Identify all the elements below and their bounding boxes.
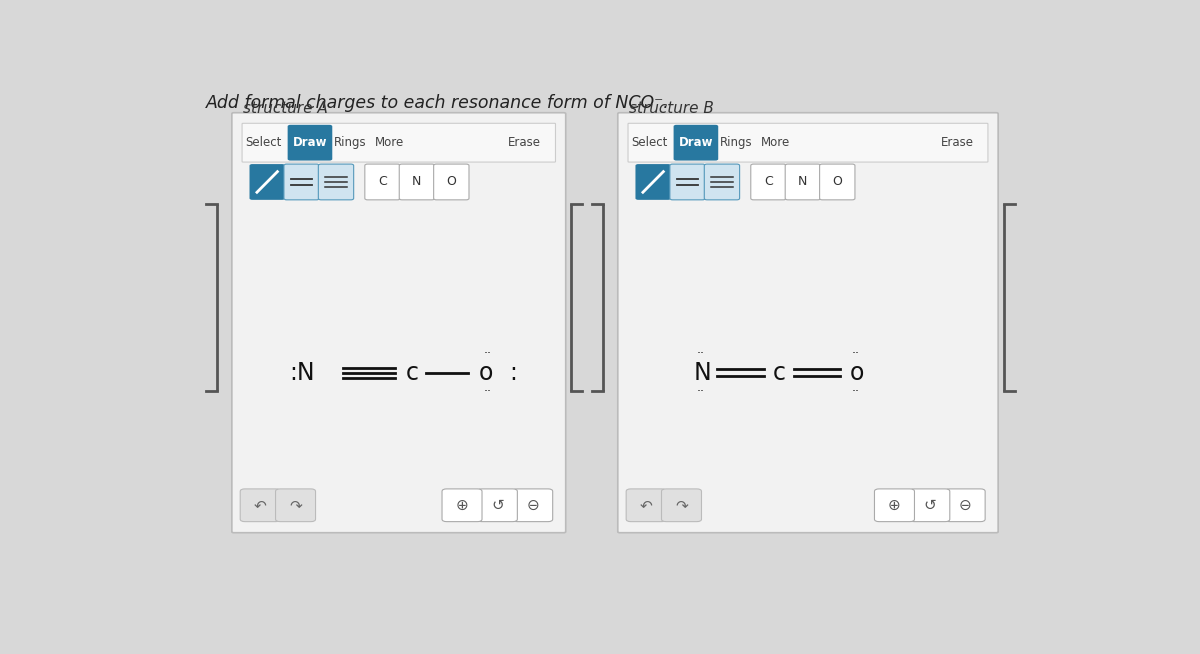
Text: O: O (446, 175, 456, 188)
Text: Add formal charges to each resonance form of NCO⁻.: Add formal charges to each resonance for… (206, 94, 670, 112)
Text: N: N (798, 175, 808, 188)
Text: C: C (378, 175, 386, 188)
FancyBboxPatch shape (512, 489, 553, 522)
FancyBboxPatch shape (250, 164, 284, 200)
Text: Draw: Draw (293, 136, 328, 149)
Text: ↶: ↶ (254, 498, 266, 513)
Text: ↺: ↺ (491, 498, 504, 513)
Text: More: More (761, 136, 791, 149)
FancyBboxPatch shape (704, 164, 739, 200)
Text: More: More (376, 136, 404, 149)
FancyBboxPatch shape (751, 164, 786, 200)
Text: Draw: Draw (679, 136, 713, 149)
FancyBboxPatch shape (626, 489, 666, 522)
Text: ⊖: ⊖ (959, 498, 972, 513)
FancyBboxPatch shape (400, 164, 434, 200)
Text: ⊕: ⊕ (888, 498, 901, 513)
FancyBboxPatch shape (232, 112, 565, 533)
Text: ··: ·· (852, 347, 860, 360)
FancyBboxPatch shape (946, 489, 985, 522)
FancyBboxPatch shape (636, 164, 671, 200)
Text: structure B: structure B (629, 101, 714, 116)
Text: ↺: ↺ (924, 498, 936, 513)
Text: ··: ·· (696, 347, 704, 360)
FancyBboxPatch shape (442, 489, 482, 522)
Text: N: N (413, 175, 421, 188)
Text: N: N (694, 361, 712, 385)
FancyBboxPatch shape (276, 489, 316, 522)
FancyBboxPatch shape (240, 489, 281, 522)
Text: :: : (509, 361, 517, 385)
Text: ⊖: ⊖ (527, 498, 539, 513)
Text: o: o (850, 361, 864, 385)
Text: Rings: Rings (334, 136, 366, 149)
FancyBboxPatch shape (618, 112, 998, 533)
FancyBboxPatch shape (628, 124, 988, 162)
Text: Select: Select (631, 136, 667, 149)
FancyBboxPatch shape (288, 125, 332, 161)
Text: :N: :N (289, 361, 316, 385)
FancyBboxPatch shape (670, 164, 706, 200)
Text: ↷: ↷ (289, 498, 302, 513)
Text: ··: ·· (484, 347, 492, 360)
Text: c: c (406, 361, 419, 385)
FancyBboxPatch shape (318, 164, 354, 200)
FancyBboxPatch shape (673, 125, 719, 161)
FancyBboxPatch shape (365, 164, 400, 200)
Text: O: O (833, 175, 842, 188)
Text: structure A: structure A (242, 101, 328, 116)
Text: Select: Select (245, 136, 282, 149)
FancyBboxPatch shape (433, 164, 469, 200)
Text: ··: ·· (852, 385, 860, 398)
FancyBboxPatch shape (910, 489, 950, 522)
FancyBboxPatch shape (785, 164, 821, 200)
FancyBboxPatch shape (242, 124, 556, 162)
FancyBboxPatch shape (478, 489, 517, 522)
FancyBboxPatch shape (284, 164, 319, 200)
Text: Erase: Erase (509, 136, 541, 149)
Text: ··: ·· (484, 385, 492, 398)
Text: c: c (773, 361, 786, 385)
FancyBboxPatch shape (820, 164, 854, 200)
Text: ↷: ↷ (676, 498, 688, 513)
Text: C: C (764, 175, 773, 188)
FancyBboxPatch shape (661, 489, 702, 522)
Text: ⊕: ⊕ (456, 498, 468, 513)
FancyBboxPatch shape (875, 489, 914, 522)
Text: ↶: ↶ (640, 498, 653, 513)
Text: Rings: Rings (720, 136, 752, 149)
Text: Erase: Erase (941, 136, 973, 149)
Text: ··: ·· (696, 385, 704, 398)
Text: o: o (479, 361, 493, 385)
